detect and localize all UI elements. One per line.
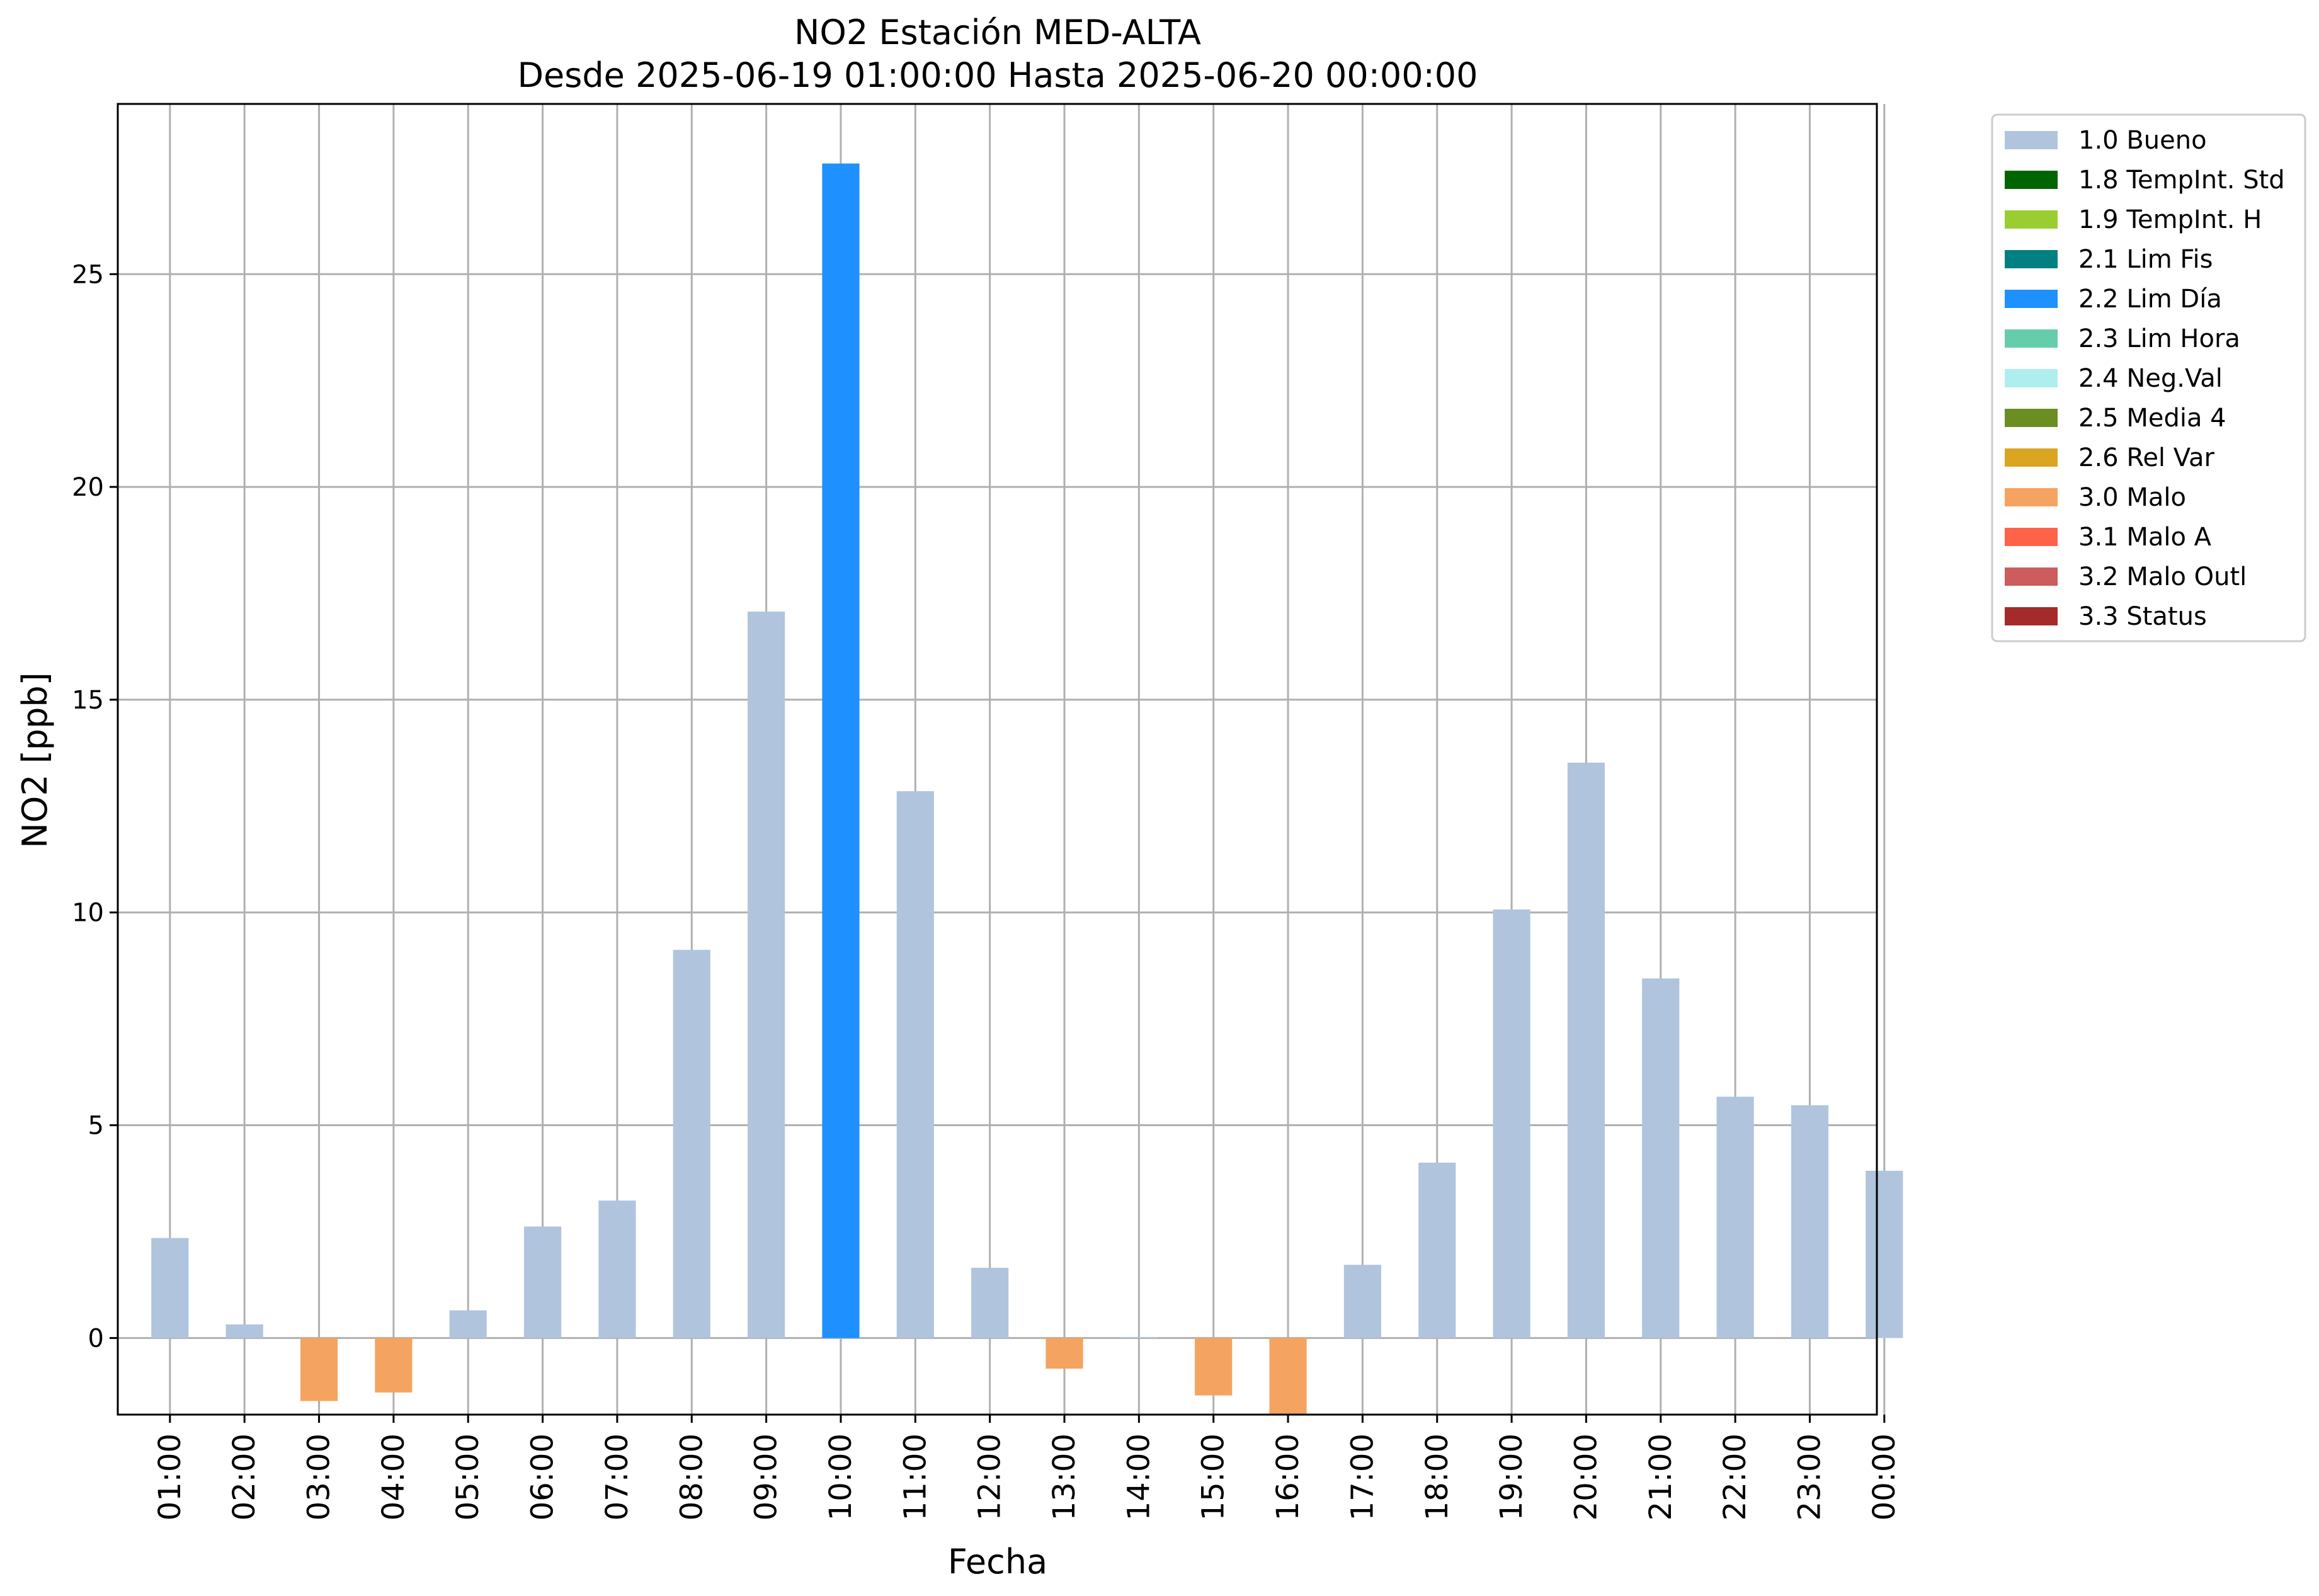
- bar: [151, 1238, 189, 1338]
- x-axis-label: Fecha: [948, 1542, 1047, 1582]
- y-axis-label: NO2 [ppb]: [15, 672, 55, 848]
- x-tick-label: 14:00: [1121, 1434, 1156, 1520]
- bar: [1493, 909, 1530, 1338]
- x-tick-label: 20:00: [1568, 1434, 1604, 1520]
- bar: [1120, 1337, 1158, 1338]
- x-tick-label: 06:00: [525, 1434, 561, 1520]
- bar: [1046, 1338, 1083, 1369]
- bars-group: [151, 163, 1903, 1415]
- bar: [1418, 1163, 1456, 1338]
- y-tick-label: 10: [72, 899, 104, 928]
- legend-label: 1.8 TempInt. Std: [2078, 166, 2285, 195]
- bar: [375, 1338, 413, 1393]
- bar: [971, 1267, 1009, 1338]
- x-tick-label: 12:00: [972, 1434, 1008, 1520]
- legend-label: 2.2 Lim Día: [2078, 285, 2222, 314]
- y-tick-label: 25: [72, 260, 104, 289]
- legend-label: 3.2 Malo Outl: [2078, 562, 2247, 591]
- legend-swatch: [2005, 329, 2058, 348]
- x-tick-label: 17:00: [1345, 1434, 1380, 1520]
- legend-label: 3.3 Status: [2078, 602, 2207, 631]
- bar: [449, 1310, 487, 1338]
- legend-swatch: [2005, 131, 2058, 149]
- x-tick-label: 13:00: [1047, 1434, 1082, 1520]
- legend-swatch: [2005, 250, 2058, 268]
- bar: [1791, 1105, 1829, 1338]
- legend-swatch: [2005, 210, 2058, 229]
- bar: [1866, 1170, 1903, 1338]
- bar: [523, 1226, 562, 1338]
- bar: [300, 1338, 338, 1401]
- x-tick-label: 16:00: [1270, 1434, 1306, 1520]
- x-tick-label: 04:00: [376, 1434, 411, 1520]
- x-tick-label: 08:00: [674, 1434, 709, 1520]
- bar: [673, 950, 710, 1338]
- bar: [1567, 762, 1605, 1338]
- legend-swatch: [2005, 171, 2058, 189]
- x-tick-label: 10:00: [823, 1434, 858, 1520]
- legend-swatch: [2005, 528, 2058, 546]
- legend-swatch: [2005, 409, 2058, 427]
- legend-label: 3.1 Malo A: [2078, 523, 2212, 552]
- x-tick-label: 19:00: [1494, 1434, 1529, 1520]
- y-tick-label: 20: [72, 473, 104, 502]
- y-tick-label: 15: [72, 686, 104, 715]
- chart-subtitle: Desde 2025-06-19 01:00:00 Hasta 2025-06-…: [517, 55, 1478, 95]
- legend-swatch: [2005, 448, 2058, 467]
- bar: [225, 1324, 263, 1338]
- x-tick-label: 02:00: [227, 1434, 262, 1520]
- legend-swatch: [2005, 488, 2058, 506]
- x-axis: 01:00 02:00 03:00 04:00 05:00 06:00 07:00 08:00…: [152, 1415, 1902, 1520]
- legend-swatch: [2005, 369, 2058, 387]
- legend-label: 2.3 Lim Hora: [2078, 324, 2240, 353]
- legend-label: 2.4 Neg.Val: [2078, 364, 2223, 393]
- bar: [1195, 1338, 1233, 1396]
- legend-label: 2.5 Media 4: [2078, 404, 2226, 433]
- bar: [896, 791, 934, 1338]
- legend-label: 2.1 Lim Fis: [2078, 245, 2213, 274]
- x-tick-label: 21:00: [1643, 1434, 1678, 1520]
- bar: [1642, 978, 1680, 1338]
- x-tick-label: 15:00: [1196, 1434, 1231, 1520]
- x-tick-label: 11:00: [897, 1434, 933, 1520]
- x-tick-label: 09:00: [749, 1434, 784, 1520]
- x-tick-label: 05:00: [450, 1434, 486, 1520]
- bar: [1716, 1097, 1754, 1338]
- x-tick-label: 23:00: [1792, 1434, 1827, 1520]
- x-tick-label: 22:00: [1718, 1434, 1753, 1520]
- legend: 1.0 Bueno 1.8 TempInt. Std 1.9 TempInt. H 2…: [1991, 113, 2306, 642]
- bar: [1343, 1265, 1381, 1338]
- x-tick-label: 00:00: [1867, 1434, 1902, 1520]
- legend-label: 3.0 Malo: [2078, 483, 2186, 512]
- bar: [822, 163, 860, 1338]
- legend-swatch: [2005, 567, 2058, 586]
- bar: [1269, 1338, 1307, 1415]
- legend-swatch: [2005, 607, 2058, 625]
- x-tick-label: 18:00: [1420, 1434, 1455, 1520]
- legend-label: 1.9 TempInt. H: [2078, 205, 2262, 234]
- chart-title: NO2 Estación MED-ALTA: [794, 13, 1201, 52]
- legend-frame: [1991, 113, 2306, 642]
- y-tick-label: 0: [88, 1324, 104, 1353]
- x-tick-label: 03:00: [302, 1434, 337, 1520]
- legend-swatch: [2005, 290, 2058, 308]
- bar: [598, 1200, 636, 1338]
- plot-frame: [117, 103, 1878, 1416]
- legend-label: 2.6 Rel Var: [2078, 443, 2215, 472]
- grid-lines: [118, 104, 1886, 1415]
- x-tick-label: 01:00: [152, 1434, 188, 1520]
- legend-label: 1.0 Bueno: [2078, 126, 2207, 155]
- y-tick-label: 5: [88, 1112, 104, 1141]
- y-axis: 0 5 10 15 20 25: [72, 260, 118, 1353]
- x-tick-label: 07:00: [600, 1434, 635, 1520]
- bar: [748, 612, 785, 1338]
